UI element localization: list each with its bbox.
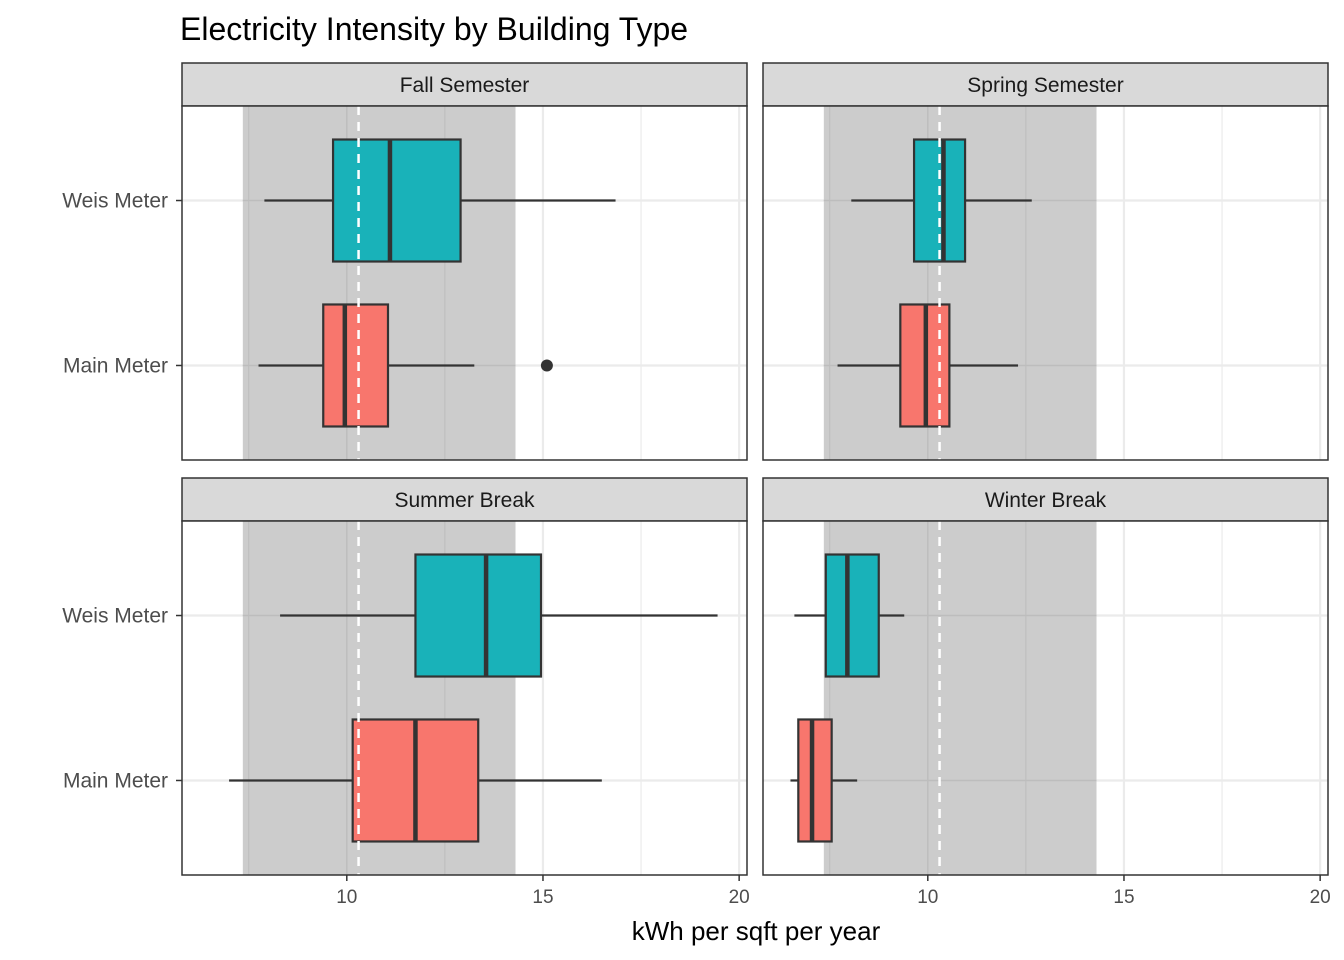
x-axis-label: kWh per sqft per year (632, 916, 881, 946)
panel-strip (181, 62, 748, 107)
box-iqr (331, 138, 462, 263)
outlier-point (540, 359, 553, 372)
box-main-meter (790, 718, 858, 843)
panel-strip-label: Spring Semester (967, 74, 1123, 97)
panel-border (181, 520, 748, 876)
y-tick-label: Weis Meter (62, 605, 168, 628)
panel-strip (762, 477, 1329, 522)
y-tick-label: Main Meter (63, 354, 168, 377)
panel-spring-semester: Spring Semester (762, 62, 1329, 461)
box-weis-meter (280, 553, 718, 678)
panel-border (181, 105, 748, 461)
panel-winter-break: Winter Break 10 15 20 (762, 477, 1331, 908)
panel-strip (181, 477, 748, 522)
panel-strip-label: Summer Break (394, 489, 535, 512)
x-tick-label: 20 (1310, 887, 1331, 908)
panel-border (762, 105, 1329, 461)
x-tick-label: 15 (1113, 887, 1134, 908)
x-tick-label: 10 (336, 887, 357, 908)
y-tick-label: Main Meter (63, 769, 168, 792)
box-weis-meter (794, 553, 905, 678)
panel-strip-label: Fall Semester (400, 74, 530, 97)
box-iqr (414, 553, 543, 678)
box-iqr (322, 303, 390, 428)
box-iqr (824, 553, 880, 678)
box-iqr (797, 718, 833, 843)
x-tick-label: 15 (532, 887, 553, 908)
x-tick-label: 20 (729, 887, 750, 908)
panel-summer-break: Summer Break Main Meter Weis Meter 10 15 20 (62, 477, 750, 908)
box-weis-meter (264, 138, 616, 263)
box-main-meter (837, 303, 1019, 428)
box-main-meter (258, 303, 553, 428)
box-main-meter (229, 718, 602, 843)
chart-title: Electricity Intensity by Building Type (180, 11, 688, 47)
panel-fall-semester: Fall Semester Main Meter Weis Meter (62, 62, 748, 461)
facet-panels: Fall Semester Main Meter Weis Meter Spring … (62, 62, 1331, 908)
y-tick-label: Weis Meter (62, 190, 168, 213)
panel-strip-label: Winter Break (985, 489, 1107, 512)
x-tick-label: 10 (917, 887, 938, 908)
panel-strip (762, 62, 1329, 107)
panel-border (762, 520, 1329, 876)
